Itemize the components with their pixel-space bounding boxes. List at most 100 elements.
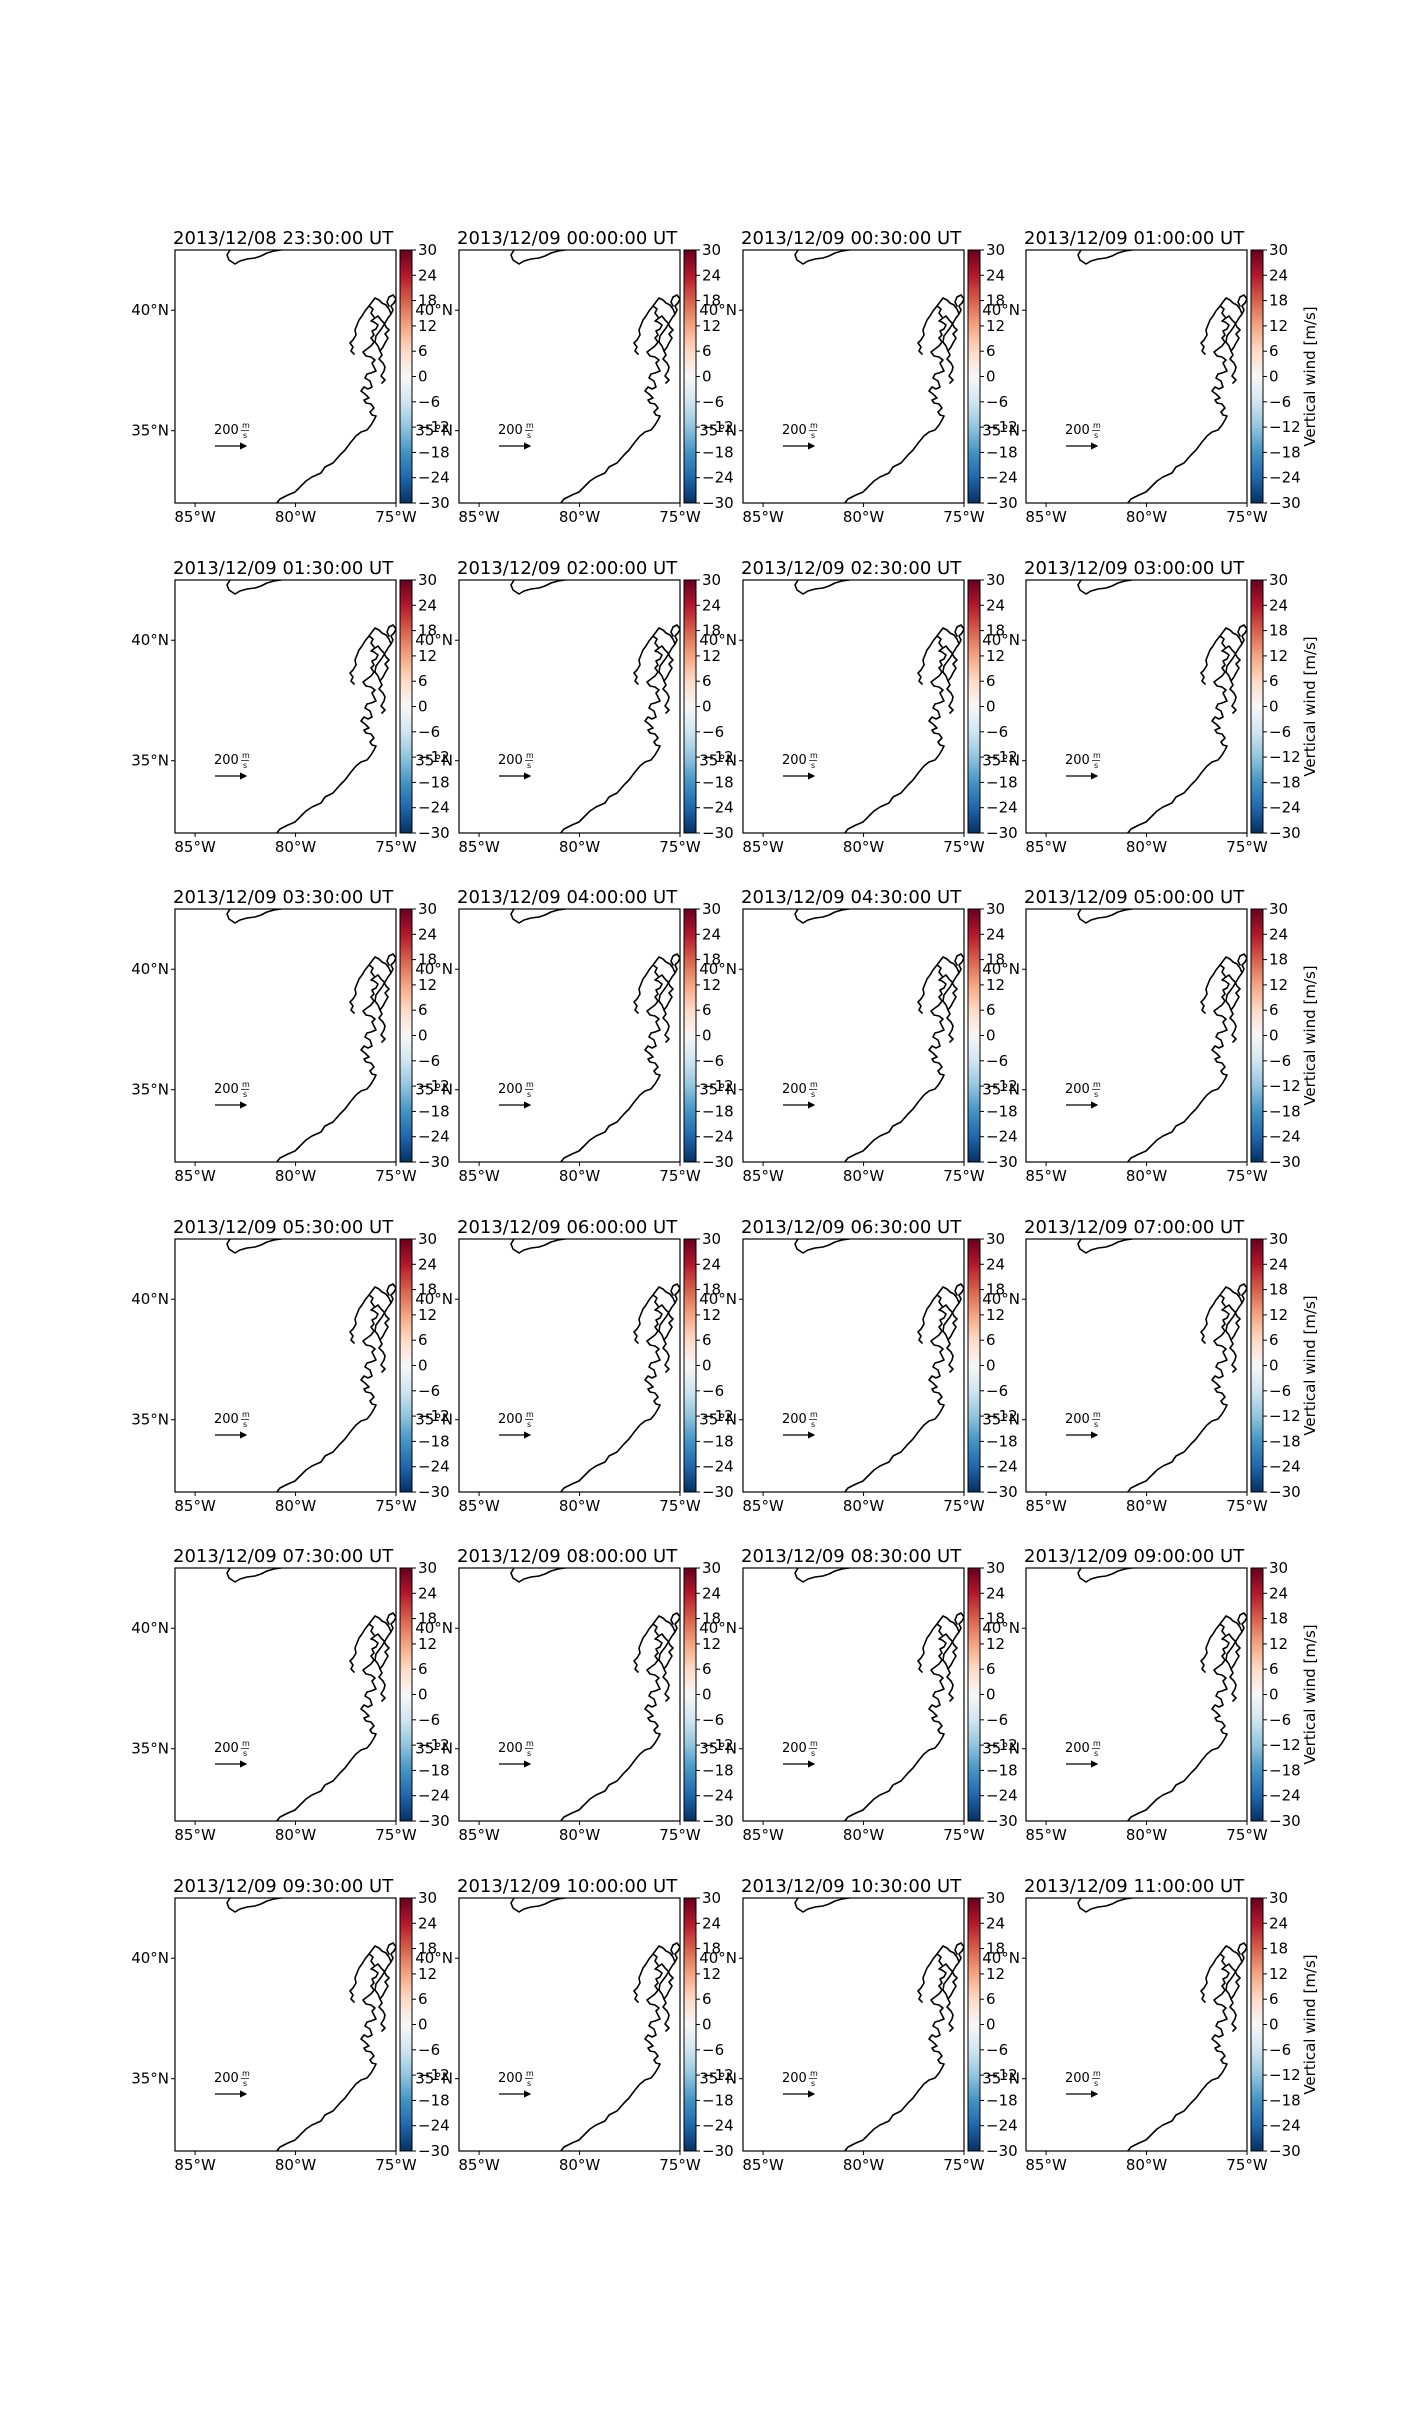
map-content [1026, 909, 1247, 1162]
x-tick-label: 85°W [742, 1497, 784, 1515]
colorbar [1251, 909, 1263, 1162]
colorbar-tick-label: −6 [418, 1052, 440, 1070]
x-tick-label: 80°W [1126, 508, 1168, 526]
map-background [743, 250, 964, 503]
map-frame [458, 1567, 681, 1822]
colorbar-tick-label: −6 [702, 1052, 724, 1070]
colorbar-tick-label: −24 [1269, 1787, 1301, 1805]
colorbar-tick-label: −12 [418, 1077, 450, 1095]
vector-key-unit-denominator: s [811, 2079, 815, 2088]
colorbar-tick-label: 24 [1269, 1255, 1288, 1273]
map-content [459, 250, 680, 503]
colorbar-tick-label: 0 [986, 2016, 996, 2034]
x-tick-label: 85°W [742, 508, 784, 526]
map-content [459, 580, 680, 833]
colorbar-tick-label: −30 [986, 2142, 1018, 2160]
map-background [459, 250, 680, 503]
colorbar-tick-label: 24 [986, 1914, 1005, 1932]
vector-key-label: 200 [214, 1741, 239, 1756]
map-frame [1025, 1897, 1248, 2152]
colorbar-tick-label: −12 [418, 1736, 450, 1754]
x-tick-label: 80°W [559, 1826, 601, 1844]
colorbar-tick-label: −12 [702, 748, 734, 766]
colorbar [968, 1898, 980, 2151]
atlantic-coastline [275, 645, 390, 833]
map-frame [742, 1567, 965, 1822]
colorbar-tick-label: 6 [418, 1331, 428, 1349]
colorbar-tick-label: 18 [986, 1610, 1005, 1628]
colorbar-tick-label: −18 [986, 1432, 1018, 1450]
map-panel: 2013/12/09 08:30:00 UT 200 ms 85°W 80°W 75°W 4… [699, 1546, 1017, 1844]
map-content [175, 1239, 396, 1492]
colorbar-tick-label: −18 [702, 1102, 734, 1120]
map-frame [174, 579, 397, 834]
x-tick-label: 75°W [1226, 838, 1268, 856]
chesapeake-bay-shoreline [917, 1942, 964, 2003]
colorbar-tick-label: −24 [986, 1128, 1018, 1146]
x-tick-label: 75°W [1226, 1497, 1268, 1515]
colorbar-tick-label: −30 [702, 494, 734, 512]
colorbar-tick-label: 12 [418, 1965, 437, 1983]
x-tick-label: 75°W [659, 838, 701, 856]
colorbar-tick-label: −30 [418, 2142, 450, 2160]
vector-key-label: 200 [782, 1412, 807, 1427]
y-tick-label: 35°N [131, 1411, 169, 1429]
map-panel: 2013/12/09 10:00:00 UT 200 ms 85°W 80°W 75°W 4… [415, 1876, 733, 2174]
colorbar-tick-label: −18 [1269, 773, 1301, 791]
colorbar-tick-label: −12 [986, 1077, 1018, 1095]
colorbar-tick-label: −30 [986, 494, 1018, 512]
map-frame [458, 908, 681, 1163]
lake-erie-shoreline [510, 1898, 566, 1913]
lake-erie-shoreline [226, 580, 282, 595]
map-panel: 2013/12/09 09:30:00 UT 200 ms 85°W 80°W 75°W 4… [131, 1876, 449, 2174]
colorbar-tick-label: −6 [986, 723, 1008, 741]
colorbar [400, 1898, 412, 2151]
colorbar-tick-label: −18 [1269, 2091, 1301, 2109]
y-tick-label: 35°N [982, 1411, 1020, 1429]
map-content [175, 909, 396, 1162]
colorbar-tick-label: 30 [986, 571, 1005, 589]
map-content [743, 250, 964, 503]
x-tick-label: 80°W [275, 1826, 317, 1844]
map-content [459, 1568, 680, 1821]
colorbar-tick-label: 18 [1269, 622, 1288, 640]
colorbar-tick-label: 30 [418, 1230, 437, 1248]
colorbar-tick-label: −18 [418, 2091, 450, 2109]
colorbar-tick-label: 0 [986, 1686, 996, 1704]
vector-key-unit-numerator: m [810, 1080, 818, 1089]
colorbar-tick-label: 0 [702, 698, 712, 716]
y-tick-label: 35°N [131, 1081, 169, 1099]
panel-title: 2013/12/09 05:00:00 UT [1024, 887, 1245, 908]
colorbar-tick-label: −24 [702, 2117, 734, 2135]
colorbar-tick-label: 24 [418, 266, 437, 284]
colorbar-tick-label: −12 [986, 2066, 1018, 2084]
x-tick-label: 85°W [742, 1167, 784, 1185]
colorbar-tick-label: −24 [702, 1128, 734, 1146]
x-tick-label: 80°W [275, 838, 317, 856]
colorbar-tick-label: 0 [702, 1027, 712, 1045]
colorbar-tick-label: 6 [702, 342, 712, 360]
colorbar-tick-label: 12 [702, 1635, 721, 1653]
map-content [743, 1239, 964, 1492]
colorbar-tick-label: 30 [1269, 1230, 1288, 1248]
x-tick-label: 80°W [843, 1826, 885, 1844]
colorbar-tick-label: 18 [1269, 951, 1288, 969]
map-panel: 2013/12/09 05:00:00 UT 200 ms 85°W 80°W 75°W 4… [982, 887, 1319, 1185]
y-tick-label: 35°N [699, 2070, 737, 2088]
colorbar-tick-label: 6 [1269, 1660, 1279, 1678]
colorbar-tick-label: 6 [1269, 1331, 1279, 1349]
map-panel: 2013/12/09 04:00:00 UT 200 ms 85°W 80°W 75°W 4… [415, 887, 733, 1185]
colorbar-tick-label: 24 [986, 266, 1005, 284]
map-background [175, 1239, 396, 1492]
atlantic-coastline [275, 315, 390, 503]
x-tick-label: 80°W [843, 508, 885, 526]
vector-key-label: 200 [782, 2071, 807, 2086]
colorbar-tick-label: −30 [702, 2142, 734, 2160]
colorbar-tick-label: 24 [418, 1584, 437, 1602]
colorbar-tick-label: 24 [418, 1914, 437, 1932]
x-tick-label: 85°W [174, 1167, 216, 1185]
x-tick-label: 75°W [943, 1167, 985, 1185]
y-tick-label: 40°N [699, 631, 737, 649]
y-tick-label: 35°N [699, 1411, 737, 1429]
x-tick-label: 75°W [659, 2156, 701, 2174]
